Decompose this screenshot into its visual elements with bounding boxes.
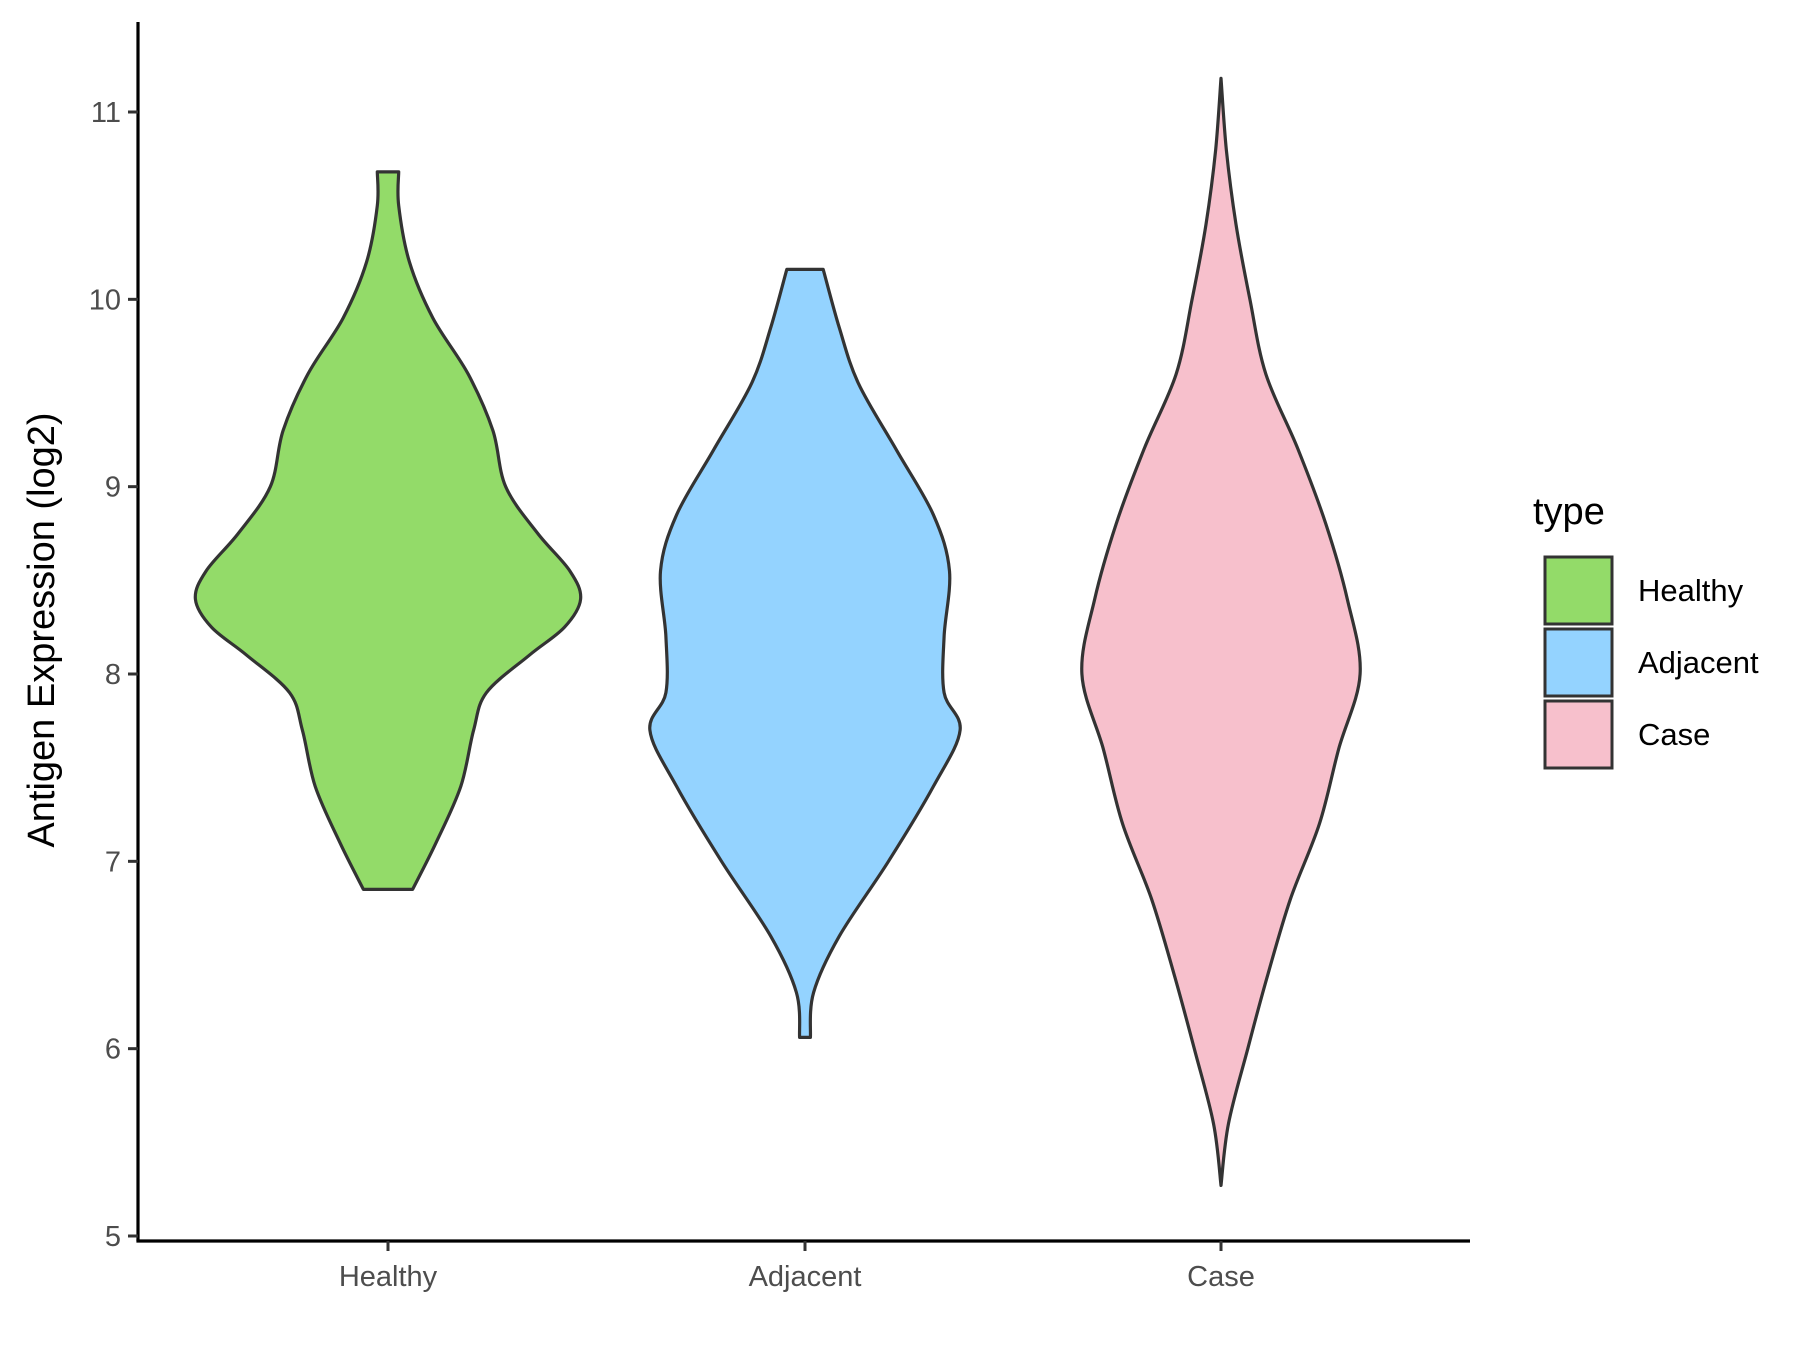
y-tick-label: 11: [91, 97, 121, 129]
legend-swatch: [1543, 555, 1614, 626]
x-tick-label: Adjacent: [749, 1261, 862, 1293]
violin-adjacent: [648, 267, 962, 1039]
violin-healthy: [193, 170, 583, 891]
y-axis-title: Antigen Expression (log2): [21, 412, 63, 847]
y-tick-label: 6: [105, 1034, 121, 1066]
y-tick-label: 7: [105, 846, 121, 878]
legend-item-case: Case: [1543, 699, 1710, 770]
legend-item-adjacent: Adjacent: [1543, 627, 1759, 698]
legend-swatch: [1543, 627, 1614, 698]
x-tick-label: Healthy: [339, 1261, 438, 1293]
y-tick-label: 9: [105, 472, 121, 504]
x-tick-label: Case: [1187, 1261, 1255, 1293]
violin-case: [1080, 76, 1362, 1187]
legend-item-healthy: Healthy: [1543, 555, 1744, 626]
legend-label: Adjacent: [1638, 645, 1759, 680]
axes: 5 6 7 8 9 10 11 Healthy Adjacent Case: [89, 22, 1470, 1293]
legend: type Healthy Adjacent Case: [1533, 491, 1759, 770]
y-tick-label: 5: [105, 1221, 121, 1253]
y-tick-label: 10: [89, 284, 121, 316]
y-tick-label: 8: [105, 659, 121, 691]
legend-label: Case: [1638, 717, 1710, 752]
legend-swatch: [1543, 699, 1614, 770]
plot-area: [193, 76, 1362, 1187]
legend-label: Healthy: [1638, 573, 1744, 608]
legend-title: type: [1533, 491, 1605, 533]
